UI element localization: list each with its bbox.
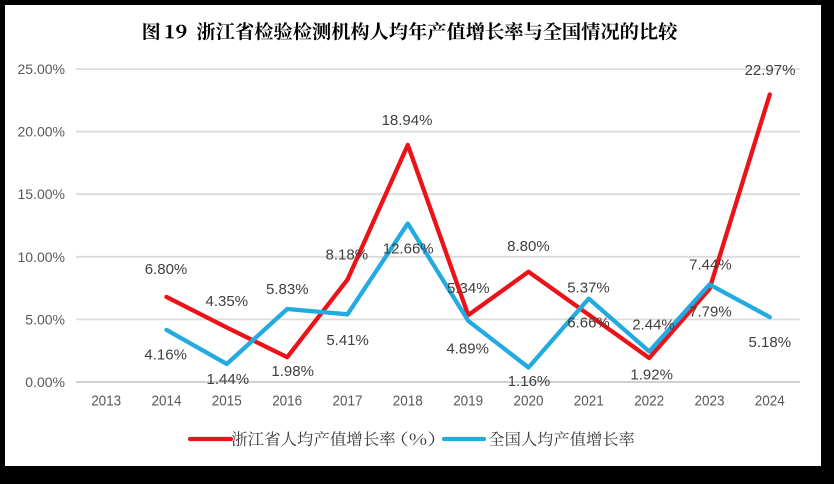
svg-text:5.83%: 5.83% (266, 281, 309, 298)
svg-text:2016: 2016 (272, 393, 302, 410)
svg-text:5.34%: 5.34% (447, 280, 490, 297)
svg-text:12.66%: 12.66% (383, 241, 434, 258)
svg-text:2021: 2021 (574, 393, 604, 410)
svg-text:7.44%: 7.44% (689, 257, 732, 274)
svg-text:1.98%: 1.98% (271, 363, 314, 380)
svg-text:15.00%: 15.00% (18, 186, 65, 202)
svg-text:图: 图 (142, 21, 161, 44)
svg-text:1.16%: 1.16% (508, 373, 551, 390)
svg-text:4.35%: 4.35% (206, 293, 249, 310)
svg-text:8.80%: 8.80% (507, 238, 550, 255)
svg-text:20.00%: 20.00% (18, 124, 65, 140)
svg-text:1.92%: 1.92% (630, 366, 673, 383)
svg-text:（%）: （%） (389, 430, 448, 449)
svg-text:2.44%: 2.44% (632, 317, 675, 334)
svg-text:18.94%: 18.94% (382, 112, 433, 129)
svg-text:2014: 2014 (152, 393, 182, 410)
svg-text:2020: 2020 (514, 393, 544, 410)
svg-text:5.37%: 5.37% (567, 280, 610, 297)
svg-text:4.16%: 4.16% (144, 346, 187, 363)
svg-text:浙江省人均产值增长率: 浙江省人均产值增长率 (231, 430, 395, 449)
svg-text:全国人均产值增长率: 全国人均产值增长率 (488, 430, 635, 449)
svg-text:2022: 2022 (634, 393, 664, 410)
svg-text:浙江省检验检测机构人均年产值增长率与全国情况的比较: 浙江省检验检测机构人均年产值增长率与全国情况的比较 (196, 21, 677, 44)
svg-text:7.79%: 7.79% (689, 303, 732, 320)
svg-text:19: 19 (164, 21, 188, 44)
svg-text:4.89%: 4.89% (446, 341, 489, 358)
svg-text:1.44%: 1.44% (207, 371, 250, 388)
svg-text:2015: 2015 (212, 393, 242, 410)
svg-text:6.66%: 6.66% (567, 314, 610, 331)
svg-text:10.00%: 10.00% (18, 249, 65, 265)
svg-text:5.18%: 5.18% (749, 334, 792, 351)
svg-text:8.18%: 8.18% (326, 247, 369, 264)
svg-text:2017: 2017 (333, 393, 363, 410)
svg-text:2023: 2023 (695, 393, 725, 410)
svg-text:0.00%: 0.00% (25, 374, 65, 390)
svg-text:2019: 2019 (453, 393, 483, 410)
svg-text:2024: 2024 (755, 393, 785, 410)
svg-text:22.97%: 22.97% (745, 62, 796, 79)
svg-text:6.80%: 6.80% (145, 261, 188, 278)
svg-text:5.41%: 5.41% (326, 332, 369, 349)
svg-text:2013: 2013 (91, 393, 121, 410)
svg-text:5.00%: 5.00% (25, 311, 65, 327)
svg-text:25.00%: 25.00% (18, 61, 65, 77)
svg-text:2018: 2018 (393, 393, 423, 410)
